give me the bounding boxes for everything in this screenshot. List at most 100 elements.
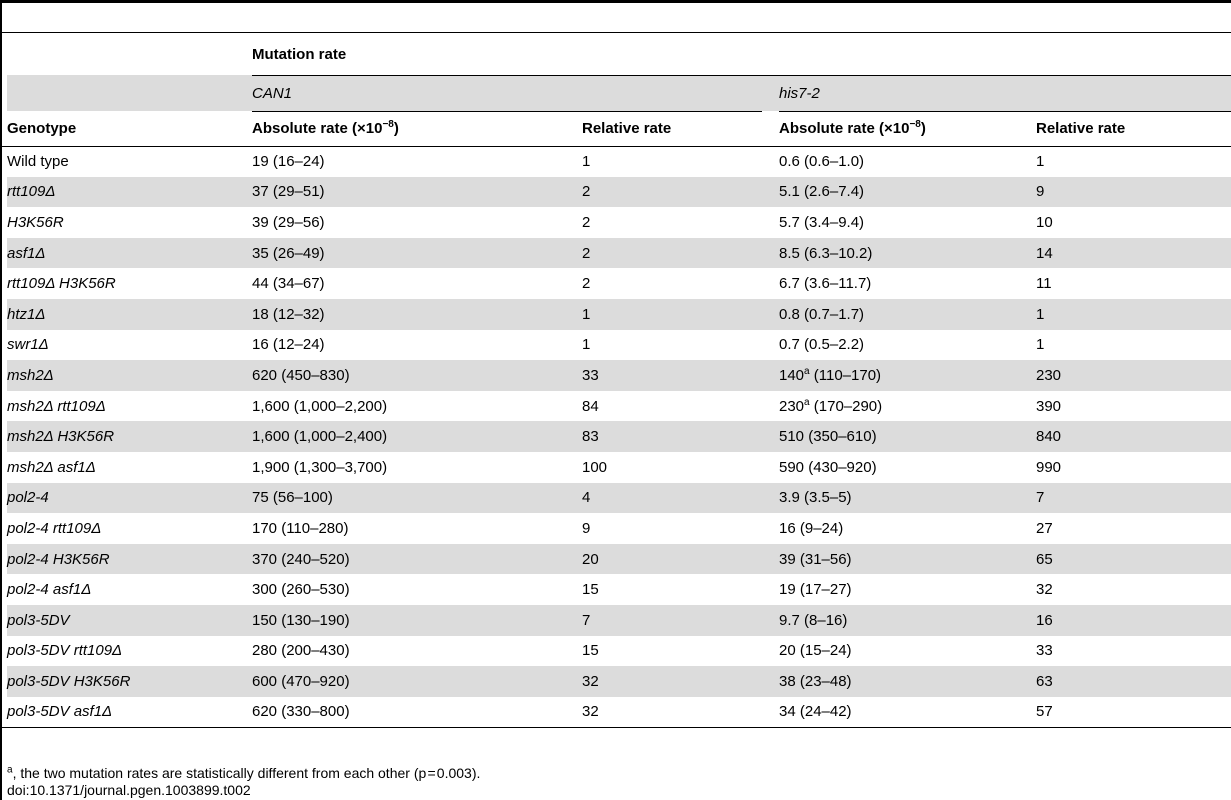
table-row: swr1Δ 16 (12–24) 1 0.7 (0.5–2.2) 1 — [7, 330, 1231, 361]
can1-relative-cell: 2 — [582, 176, 779, 208]
can1-absolute-cell: 170 (110–280) — [252, 519, 349, 537]
can1-relative-cell: 100 — [582, 458, 608, 476]
his7-relative-cell: 65 — [1036, 543, 1231, 575]
his7-relative-cell: 390 — [1036, 397, 1062, 415]
can1-absolute-cell: 1,900 (1,300–3,700) — [252, 458, 388, 476]
genotype-cell: rtt109Δ — [7, 176, 252, 208]
table-row: msh2Δ 620 (450–830) 33 140a (110–170) 230 — [7, 360, 1231, 391]
table-row: pol2-4 75 (56–100) 4 3.9 (3.5–5) 7 — [7, 482, 1231, 514]
his7-absolute-cell: 16 (9–24) — [779, 519, 844, 537]
his7-absolute-cell: 510 (350–610) — [779, 421, 1036, 452]
can1-relative-cell: 15 — [582, 581, 599, 599]
can1-relative-cell: 84 — [582, 397, 599, 415]
genotype-cell: pol3-5DV rtt109Δ — [7, 642, 123, 660]
header-his7-relative: Relative rate — [1036, 120, 1126, 137]
can1-relative-cell: 33 — [582, 360, 779, 391]
his7-absolute-cell: 0.8 (0.7–1.7) — [779, 298, 1036, 330]
genotype-cell: rtt109Δ H3K56R — [7, 275, 116, 293]
genotype-cell: msh2Δ rtt109Δ — [7, 397, 106, 415]
can1-relative-cell: 2 — [582, 213, 591, 231]
his7-absolute-cell: 39 (31–56) — [779, 543, 1036, 575]
can1-absolute-cell: 600 (470–920) — [252, 666, 582, 697]
can1-relative-cell: 2 — [582, 237, 779, 269]
can1-relative-cell: 20 — [582, 543, 779, 575]
can1-relative-cell: 1 — [582, 152, 591, 170]
can1-relative-cell: 9 — [582, 519, 591, 537]
his7-relative-cell: 14 — [1036, 237, 1231, 269]
his7-relative-cell: 63 — [1036, 666, 1231, 697]
rule-under-can1 — [252, 111, 762, 112]
rule-table-bottom — [0, 727, 1231, 728]
his7-absolute-cell: 8.5 (6.3–10.2) — [779, 237, 1036, 269]
table-row: pol3-5DV H3K56R 600 (470–920) 32 38 (23–48)… — [7, 666, 1231, 697]
his7-absolute-cell: 38 (23–48) — [779, 666, 1036, 697]
genotype-cell: asf1Δ — [7, 237, 252, 269]
can1-absolute-cell: 75 (56–100) — [252, 482, 582, 514]
can1-relative-cell: 15 — [582, 642, 599, 660]
can1-relative-cell: 4 — [582, 482, 779, 514]
can1-absolute-cell: 1,600 (1,000–2,200) — [252, 397, 388, 415]
can1-absolute-cell: 39 (29–56) — [252, 213, 325, 231]
header-can1-absolute: Absolute rate (×10−8) — [252, 119, 399, 138]
his7-relative-cell: 840 — [1036, 421, 1231, 452]
his7-relative-cell: 1 — [1036, 298, 1231, 330]
his7-absolute-cell: 0.7 (0.5–2.2) — [779, 336, 865, 354]
can1-relative-cell: 1 — [582, 298, 779, 330]
can1-absolute-cell: 37 (29–51) — [252, 176, 582, 208]
genotype-cell: pol2-4 — [7, 482, 252, 514]
header-blank-2 — [7, 75, 252, 111]
can1-absolute-cell: 280 (200–430) — [252, 642, 350, 660]
can1-absolute-cell: 370 (240–520) — [252, 543, 582, 575]
his7-relative-cell: 990 — [1036, 458, 1062, 476]
header-his7: his7-2 — [779, 75, 1231, 111]
table-row: H3K56R 39 (29–56) 2 5.7 (3.4–9.4) 10 — [7, 207, 1231, 238]
header-can1: CAN1 — [252, 75, 779, 111]
table-row: rtt109Δ 37 (29–51) 2 5.1 (2.6–7.4) 9 — [7, 176, 1231, 208]
his7-absolute-cell: 0.6 (0.6–1.0) — [779, 152, 865, 170]
genotype-cell: Wild type — [7, 152, 69, 170]
genotype-cell: pol2-4 rtt109Δ — [7, 519, 102, 537]
can1-absolute-cell: 300 (260–530) — [252, 581, 350, 599]
his7-relative-cell: 27 — [1036, 519, 1053, 537]
genotype-cell: msh2Δ — [7, 360, 252, 391]
left-rule — [0, 0, 2, 800]
his7-absolute-cell: 34 (24–42) — [779, 703, 852, 721]
genotype-cell: msh2Δ asf1Δ — [7, 458, 96, 476]
can1-absolute-cell: 620 (330–800) — [252, 703, 350, 721]
genotype-cell: pol2-4 H3K56R — [7, 543, 252, 575]
header-mutation-rate: Mutation rate — [252, 45, 347, 63]
his7-absolute-cell: 19 (17–27) — [779, 581, 852, 599]
his7-relative-cell: 57 — [1036, 703, 1053, 721]
table-row: Wild type 19 (16–24) 1 0.6 (0.6–1.0) 1 — [7, 146, 1231, 177]
his7-relative-cell: 32 — [1036, 581, 1053, 599]
his7-relative-cell: 7 — [1036, 482, 1231, 514]
genotype-cell: pol3-5DV — [7, 604, 252, 636]
header-his7-absolute: Absolute rate (×10−8) — [779, 119, 926, 138]
table-row: rtt109Δ H3K56R 44 (34–67) 2 6.7 (3.6–11.7) 1… — [7, 268, 1231, 299]
his7-absolute-cell: 230a (170–290) — [779, 396, 883, 415]
can1-absolute-cell: 19 (16–24) — [252, 152, 325, 170]
can1-absolute-cell: 1,600 (1,000–2,400) — [252, 421, 582, 452]
table-row: pol2-4 H3K56R 370 (240–520) 20 39 (31–56) 65 — [7, 543, 1231, 575]
his7-relative-cell: 1 — [1036, 336, 1045, 354]
rule-under-group — [252, 75, 1231, 76]
can1-relative-cell: 32 — [582, 703, 599, 721]
his7-relative-cell: 11 — [1036, 275, 1052, 293]
table-row: pol2-4 rtt109Δ 170 (110–280) 9 16 (9–24) 27 — [7, 513, 1231, 544]
header-can1-relative: Relative rate — [582, 120, 672, 137]
table-row: msh2Δ H3K56R 1,600 (1,000–2,400) 83 510 (35… — [7, 421, 1231, 452]
header-blank — [7, 33, 252, 75]
footnote: a, the two mutation rates are statistica… — [7, 764, 481, 781]
genotype-cell: pol2-4 asf1Δ — [7, 581, 92, 599]
genotype-cell: H3K56R — [7, 213, 64, 231]
his7-absolute-cell: 3.9 (3.5–5) — [779, 482, 1036, 514]
his7-relative-cell: 10 — [1036, 213, 1053, 231]
genotype-cell: pol3-5DV H3K56R — [7, 666, 252, 697]
his7-absolute-cell: 140a (110–170) — [779, 360, 1036, 391]
his7-absolute-cell: 5.1 (2.6–7.4) — [779, 176, 1036, 208]
can1-absolute-cell: 44 (34–67) — [252, 275, 325, 293]
can1-relative-cell: 32 — [582, 666, 779, 697]
genotype-cell: msh2Δ H3K56R — [7, 421, 252, 452]
genotype-cell: htz1Δ — [7, 298, 252, 330]
can1-relative-cell: 7 — [582, 604, 779, 636]
